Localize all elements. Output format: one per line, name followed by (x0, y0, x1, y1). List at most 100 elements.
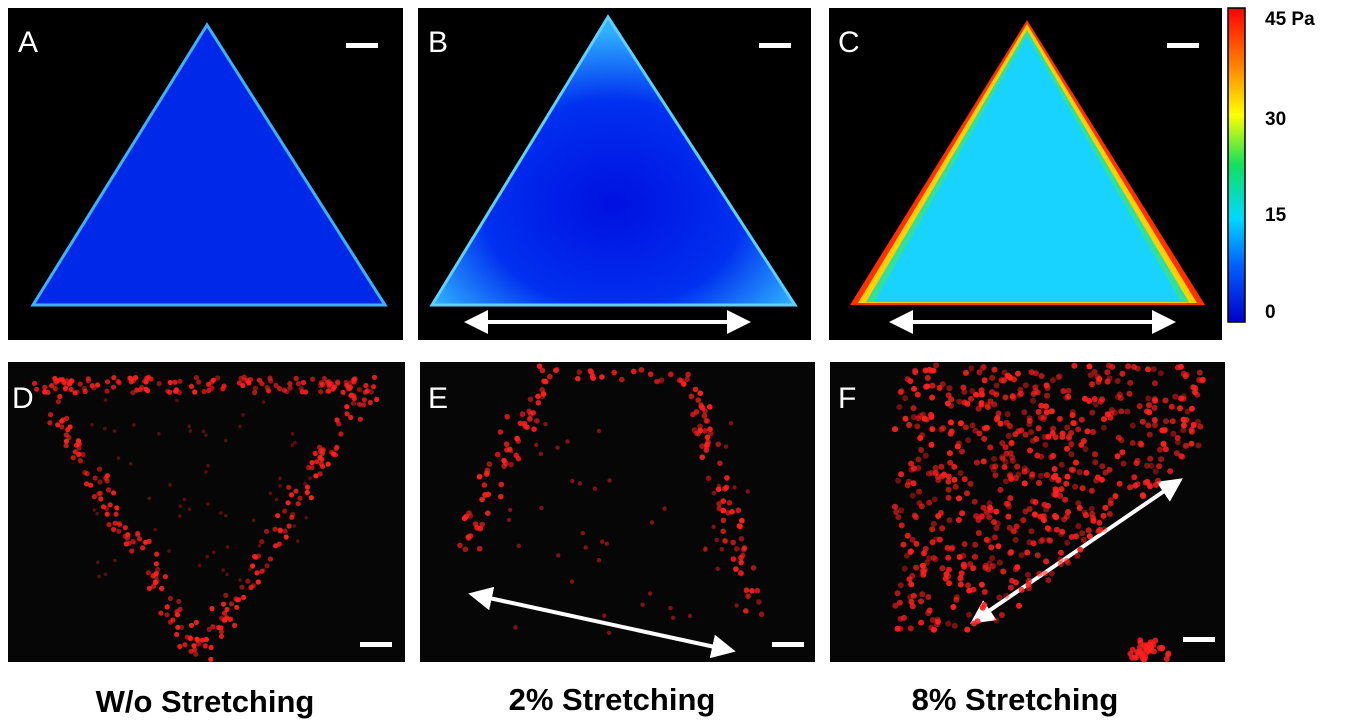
dot (639, 367, 645, 373)
dot (554, 367, 560, 373)
dot (522, 424, 528, 430)
dot (314, 459, 319, 464)
dot (1070, 412, 1076, 418)
dot (935, 619, 941, 625)
dot (1019, 552, 1025, 558)
dot (478, 526, 484, 532)
dot (1170, 431, 1176, 437)
dot (946, 487, 952, 493)
dot (250, 563, 255, 568)
dot (1057, 557, 1063, 563)
dot (321, 447, 326, 452)
dot (695, 397, 701, 403)
dot (1068, 451, 1074, 457)
dot (1038, 473, 1044, 479)
dot (740, 553, 746, 559)
dot (159, 586, 164, 591)
dot (1151, 366, 1157, 372)
dot (90, 423, 94, 427)
dot (547, 374, 553, 380)
dot (1147, 432, 1153, 438)
dot (188, 636, 193, 641)
dot (1044, 393, 1050, 399)
dot (193, 652, 198, 657)
dot (93, 508, 97, 512)
dot (946, 495, 952, 501)
dot (1022, 480, 1028, 486)
dot (999, 612, 1005, 618)
dot (581, 531, 585, 535)
dot (978, 392, 984, 398)
dot (1092, 396, 1098, 402)
dot (1161, 441, 1167, 447)
dot (1019, 587, 1025, 593)
dot (968, 365, 974, 371)
dot (923, 368, 929, 374)
dot (338, 431, 343, 436)
dot (177, 644, 182, 649)
dot (640, 603, 644, 607)
dot (1145, 422, 1151, 428)
dot (154, 552, 159, 557)
dot (1052, 473, 1058, 479)
dot (317, 455, 322, 460)
dot (192, 647, 197, 652)
dot (968, 481, 974, 487)
dot (69, 379, 74, 384)
dot (1016, 603, 1022, 609)
dot (1092, 451, 1098, 457)
dot (104, 389, 109, 394)
dot (293, 489, 298, 494)
dot (1152, 405, 1158, 411)
dot (105, 379, 110, 384)
dot (1194, 392, 1200, 398)
dot (1175, 439, 1181, 445)
dot (254, 570, 259, 575)
dot (1029, 472, 1035, 478)
dot (933, 470, 939, 476)
dot (743, 608, 749, 614)
dot (695, 431, 701, 437)
dot (1127, 484, 1133, 490)
dot (1036, 425, 1042, 431)
dot (221, 602, 226, 607)
dot (1027, 415, 1033, 421)
dot (284, 534, 289, 539)
dot (935, 513, 941, 519)
dot (917, 435, 923, 441)
dot (273, 527, 278, 532)
dot (945, 479, 951, 485)
dot (1075, 426, 1081, 432)
dot (1063, 481, 1069, 487)
dot (702, 428, 708, 434)
dot (993, 509, 999, 515)
dot (1079, 417, 1085, 423)
dot (1184, 372, 1190, 378)
dot (1102, 505, 1108, 511)
dot (1085, 428, 1091, 434)
dot (92, 494, 97, 499)
dot (966, 612, 972, 618)
dot (1050, 426, 1056, 432)
dot (313, 451, 318, 456)
dot (310, 377, 315, 382)
dot (282, 509, 287, 514)
dot (1146, 648, 1152, 654)
dot (999, 440, 1005, 446)
dot (266, 388, 271, 393)
dot (1137, 637, 1143, 643)
dot (372, 375, 377, 380)
dot (528, 397, 534, 403)
dot (262, 568, 266, 572)
dot (341, 390, 346, 395)
dot (273, 543, 278, 548)
dot (926, 500, 932, 506)
dot (466, 534, 472, 540)
dot (952, 623, 958, 629)
dot (1042, 570, 1048, 576)
dot (1175, 365, 1181, 371)
caption: 2% Stretching (509, 682, 716, 717)
dot (1010, 458, 1016, 464)
dot (296, 501, 301, 506)
dot (1021, 409, 1027, 415)
